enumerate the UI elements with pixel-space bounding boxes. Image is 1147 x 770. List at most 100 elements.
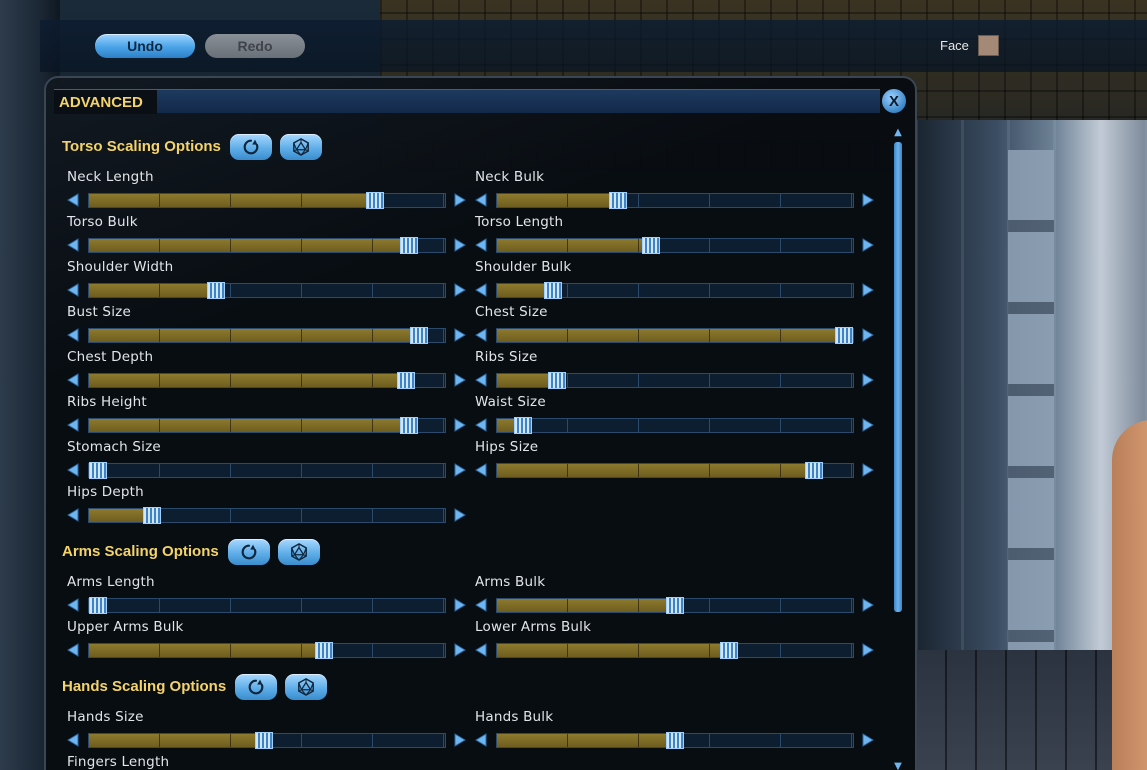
- slider-thumb[interactable]: [400, 237, 418, 254]
- slider-track[interactable]: [496, 373, 854, 388]
- decrease-arrow-icon[interactable]: [66, 372, 80, 388]
- slider-thumb[interactable]: [89, 597, 107, 614]
- d20-dice-icon: [298, 678, 315, 696]
- increase-arrow-icon[interactable]: [861, 192, 875, 208]
- face-color-swatch[interactable]: [978, 35, 999, 56]
- slider-thumb[interactable]: [720, 642, 738, 659]
- slider-thumb[interactable]: [143, 507, 161, 524]
- decrease-arrow-icon[interactable]: [474, 462, 488, 478]
- decrease-arrow-icon[interactable]: [66, 282, 80, 298]
- increase-arrow-icon[interactable]: [861, 372, 875, 388]
- scrollbar[interactable]: ▲ ▼: [892, 128, 904, 770]
- slider-track[interactable]: [88, 238, 446, 253]
- slider-thumb[interactable]: [666, 597, 684, 614]
- randomize-button[interactable]: [279, 134, 322, 160]
- decrease-arrow-icon[interactable]: [66, 642, 80, 658]
- slider-label: Hands Bulk: [475, 709, 554, 725]
- increase-arrow-icon[interactable]: [861, 282, 875, 298]
- increase-arrow-icon[interactable]: [861, 237, 875, 253]
- slider-thumb[interactable]: [609, 192, 627, 209]
- chevron-down-icon[interactable]: ▼: [894, 761, 902, 770]
- scrollbar-thumb[interactable]: [894, 142, 902, 612]
- slider-thumb[interactable]: [315, 642, 333, 659]
- reset-button[interactable]: [235, 674, 278, 700]
- increase-arrow-icon[interactable]: [453, 372, 467, 388]
- slider-thumb[interactable]: [642, 237, 660, 254]
- slider-thumb[interactable]: [397, 372, 415, 389]
- slider-track[interactable]: [88, 643, 446, 658]
- slider-fill: [89, 734, 264, 747]
- decrease-arrow-icon[interactable]: [474, 327, 488, 343]
- slider-track[interactable]: [88, 598, 446, 613]
- rotate-icon: [248, 679, 264, 695]
- slider-track[interactable]: [88, 508, 446, 523]
- slider-track[interactable]: [88, 193, 446, 208]
- decrease-arrow-icon[interactable]: [66, 597, 80, 613]
- increase-arrow-icon[interactable]: [453, 642, 467, 658]
- increase-arrow-icon[interactable]: [453, 597, 467, 613]
- slider-thumb[interactable]: [548, 372, 566, 389]
- slider-thumb[interactable]: [400, 417, 418, 434]
- decrease-arrow-icon[interactable]: [474, 417, 488, 433]
- increase-arrow-icon[interactable]: [861, 417, 875, 433]
- slider-track[interactable]: [496, 328, 854, 343]
- slider-track[interactable]: [496, 643, 854, 658]
- increase-arrow-icon[interactable]: [453, 327, 467, 343]
- slider-track[interactable]: [88, 463, 446, 478]
- slider-thumb[interactable]: [89, 462, 107, 479]
- slider-thumb[interactable]: [514, 417, 532, 434]
- decrease-arrow-icon[interactable]: [474, 192, 488, 208]
- increase-arrow-icon[interactable]: [861, 642, 875, 658]
- increase-arrow-icon[interactable]: [453, 732, 467, 748]
- decrease-arrow-icon[interactable]: [474, 237, 488, 253]
- increase-arrow-icon[interactable]: [453, 417, 467, 433]
- slider-track[interactable]: [88, 328, 446, 343]
- slider-thumb[interactable]: [666, 732, 684, 749]
- redo-button[interactable]: Redo: [205, 34, 305, 58]
- increase-arrow-icon[interactable]: [453, 462, 467, 478]
- increase-arrow-icon[interactable]: [453, 282, 467, 298]
- randomize-button[interactable]: [277, 539, 320, 565]
- decrease-arrow-icon[interactable]: [474, 642, 488, 658]
- slider-track[interactable]: [88, 373, 446, 388]
- increase-arrow-icon[interactable]: [861, 327, 875, 343]
- decrease-arrow-icon[interactable]: [66, 462, 80, 478]
- decrease-arrow-icon[interactable]: [474, 372, 488, 388]
- slider-thumb[interactable]: [544, 282, 562, 299]
- decrease-arrow-icon[interactable]: [66, 417, 80, 433]
- decrease-arrow-icon[interactable]: [66, 192, 80, 208]
- reset-button[interactable]: [227, 539, 270, 565]
- increase-arrow-icon[interactable]: [453, 507, 467, 523]
- decrease-arrow-icon[interactable]: [474, 732, 488, 748]
- slider-thumb[interactable]: [366, 192, 384, 209]
- decrease-arrow-icon[interactable]: [474, 597, 488, 613]
- decrease-arrow-icon[interactable]: [66, 507, 80, 523]
- slider-thumb[interactable]: [835, 327, 853, 344]
- slider-thumb[interactable]: [410, 327, 428, 344]
- slider-track[interactable]: [496, 463, 854, 478]
- decrease-arrow-icon[interactable]: [66, 732, 80, 748]
- slider-track[interactable]: [88, 283, 446, 298]
- randomize-button[interactable]: [285, 674, 328, 700]
- slider-track[interactable]: [496, 283, 854, 298]
- slider-track[interactable]: [496, 418, 854, 433]
- slider-track[interactable]: [496, 193, 854, 208]
- decrease-arrow-icon[interactable]: [66, 237, 80, 253]
- increase-arrow-icon[interactable]: [453, 192, 467, 208]
- reset-button[interactable]: [229, 134, 272, 160]
- increase-arrow-icon[interactable]: [453, 237, 467, 253]
- increase-arrow-icon[interactable]: [861, 732, 875, 748]
- chevron-up-icon[interactable]: ▲: [894, 127, 902, 138]
- slider-thumb[interactable]: [805, 462, 823, 479]
- slider-track[interactable]: [496, 238, 854, 253]
- undo-button[interactable]: Undo: [95, 34, 195, 58]
- slider-track[interactable]: [88, 418, 446, 433]
- close-button[interactable]: X: [882, 89, 906, 113]
- decrease-arrow-icon[interactable]: [66, 327, 80, 343]
- increase-arrow-icon[interactable]: [861, 597, 875, 613]
- increase-arrow-icon[interactable]: [861, 462, 875, 478]
- slider-thumb[interactable]: [255, 732, 273, 749]
- slider-thumb[interactable]: [207, 282, 225, 299]
- decrease-arrow-icon[interactable]: [474, 282, 488, 298]
- slider-label: Lower Arms Bulk: [475, 619, 592, 635]
